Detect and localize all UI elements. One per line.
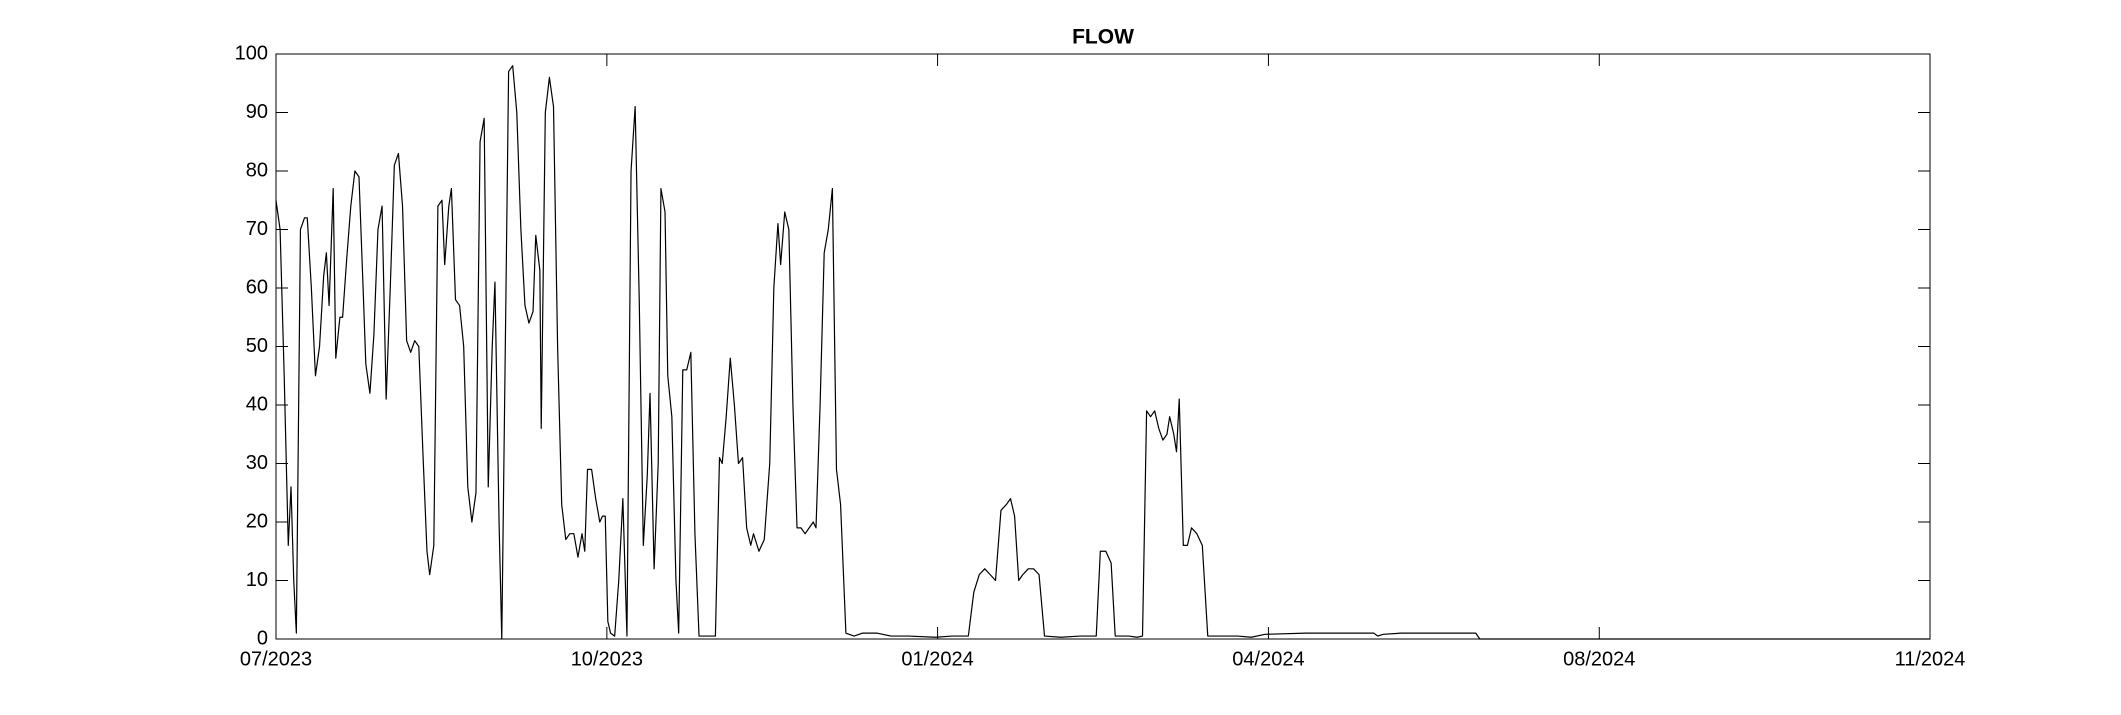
y-tick-label: 60	[246, 276, 268, 298]
x-tick-label: 10/2023	[571, 648, 643, 670]
chart-title: FLOW	[1072, 26, 1134, 49]
y-tick-label: 90	[246, 101, 268, 123]
y-tick-label: 0	[257, 627, 268, 649]
y-tick-label: 10	[246, 569, 268, 591]
y-tick-label: 30	[246, 452, 268, 474]
y-tick-label: 100	[235, 42, 268, 64]
y-tick-label: 80	[246, 159, 268, 181]
y-tick-label: 50	[246, 335, 268, 357]
x-tick-label: 04/2024	[1232, 648, 1304, 670]
flow-line	[275, 65, 1930, 640]
x-tick-label: 01/2024	[901, 648, 973, 670]
x-tick-label: 07/2023	[240, 648, 312, 670]
x-tick-label: 11/2024	[1895, 648, 1966, 670]
y-tick-label: 20	[246, 510, 268, 532]
y-tick-label: 70	[246, 218, 268, 240]
x-tick-label: 08/2024	[1563, 648, 1635, 670]
y-tick-label: 40	[246, 393, 268, 415]
